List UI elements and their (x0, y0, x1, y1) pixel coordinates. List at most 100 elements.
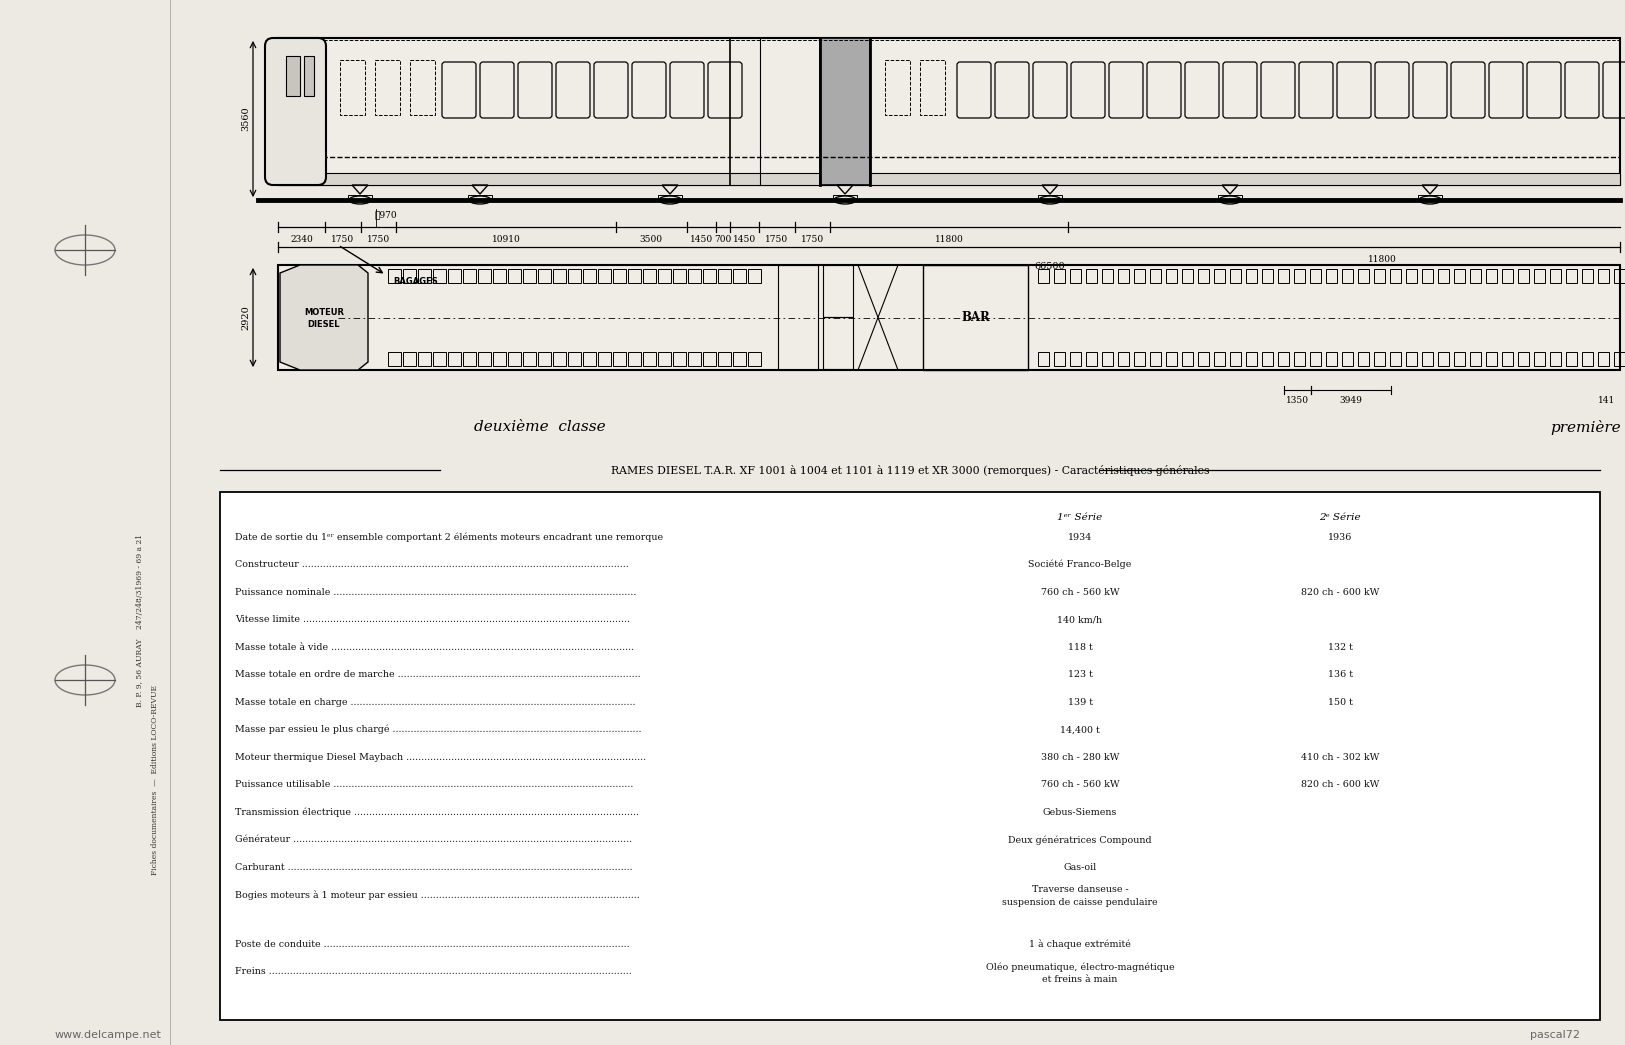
Bar (538, 269, 551, 283)
Bar (1326, 269, 1337, 283)
Text: Transmission électrique ........................................................: Transmission électrique ................… (236, 808, 639, 817)
Text: www.delcampe.net: www.delcampe.net (55, 1030, 162, 1040)
Text: DIESEL: DIESEL (307, 320, 340, 329)
Bar (1502, 269, 1513, 283)
Bar (1502, 352, 1513, 366)
Bar (1358, 352, 1368, 366)
Bar (478, 352, 491, 366)
Bar (509, 269, 522, 283)
Text: 3560: 3560 (240, 107, 250, 132)
Bar (598, 352, 611, 366)
Bar (1214, 269, 1225, 283)
Bar (1134, 352, 1146, 366)
Bar (822, 265, 853, 317)
Bar (1310, 352, 1321, 366)
Text: BAGAGES: BAGAGES (393, 277, 437, 285)
Bar (1181, 269, 1193, 283)
Bar (1389, 269, 1401, 283)
Bar (1246, 352, 1258, 366)
Bar (613, 352, 626, 366)
Bar (304, 56, 314, 96)
FancyBboxPatch shape (265, 38, 327, 185)
Text: Générateur .....................................................................: Générateur .............................… (236, 835, 632, 844)
Bar (704, 269, 717, 283)
Bar (1069, 269, 1081, 283)
Bar (687, 352, 700, 366)
Text: Freins .........................................................................: Freins .................................… (236, 968, 632, 976)
Text: 1750: 1750 (367, 235, 390, 243)
Bar (1518, 352, 1529, 366)
Bar (449, 269, 462, 283)
Text: Gebus-Siemens: Gebus-Siemens (1043, 808, 1118, 817)
Text: Traverse danseuse -: Traverse danseuse - (1032, 885, 1128, 895)
Bar (822, 317, 853, 369)
Bar (704, 352, 717, 366)
Bar (658, 195, 682, 199)
Text: MOTEUR: MOTEUR (304, 308, 344, 317)
Bar (1198, 269, 1209, 283)
Bar (1614, 269, 1625, 283)
Bar (733, 269, 746, 283)
Bar (1471, 269, 1480, 283)
Bar (1150, 352, 1160, 366)
Bar (1406, 269, 1417, 283)
Text: 410 ch - 302 kW: 410 ch - 302 kW (1300, 752, 1380, 762)
Bar (1167, 269, 1176, 283)
Bar (1375, 269, 1384, 283)
Bar (1230, 269, 1242, 283)
Bar (219, 492, 1601, 1020)
Bar (538, 352, 551, 366)
Text: Masse totale en ordre de marche ................................................: Masse totale en ordre de marche ........… (236, 670, 640, 679)
Text: 760 ch - 560 kW: 760 ch - 560 kW (1040, 587, 1120, 597)
Bar (468, 195, 492, 199)
Bar (523, 269, 536, 283)
Bar (583, 269, 596, 283)
Bar (449, 352, 462, 366)
Bar (658, 269, 671, 283)
Text: Fiches documentaires  —  Editions LOCO-REVUE: Fiches documentaires — Editions LOCO-REV… (151, 686, 159, 875)
Text: Constructeur ...................................................................: Constructeur ...........................… (236, 560, 629, 570)
Text: Vitesse limite .................................................................: Vitesse limite .........................… (236, 616, 630, 624)
Bar (552, 352, 565, 366)
Bar (569, 352, 582, 366)
Bar (644, 352, 656, 366)
Text: 1350: 1350 (1285, 396, 1310, 405)
Bar (778, 265, 817, 370)
Bar (463, 352, 476, 366)
Text: Carburant ......................................................................: Carburant ..............................… (236, 863, 632, 872)
Text: 380 ch - 280 kW: 380 ch - 280 kW (1042, 752, 1120, 762)
Text: 139 t: 139 t (1068, 698, 1092, 706)
Text: Masse totale en charge .........................................................: Masse totale en charge .................… (236, 698, 635, 706)
Bar (1118, 352, 1129, 366)
Bar (1038, 269, 1050, 283)
Text: 11800: 11800 (934, 235, 964, 243)
Text: Société Franco-Belge: Société Franco-Belge (1029, 560, 1131, 570)
Text: B. P. 9, 56 AURAY    247/248/31969 - 69 a 21: B. P. 9, 56 AURAY 247/248/31969 - 69 a 2… (136, 533, 145, 706)
Polygon shape (280, 265, 367, 370)
Text: 123 t: 123 t (1068, 670, 1092, 679)
Bar (1326, 352, 1337, 366)
Bar (463, 269, 476, 283)
Bar (1566, 352, 1576, 366)
Bar (403, 269, 416, 283)
Bar (733, 352, 746, 366)
Text: Oléo pneumatique, électro-magnétique: Oléo pneumatique, électro-magnétique (986, 962, 1175, 972)
Bar (432, 269, 445, 283)
Text: 140 km/h: 140 km/h (1058, 616, 1102, 624)
Bar (492, 352, 505, 366)
Bar (410, 60, 436, 115)
Bar (1438, 352, 1450, 366)
Text: Masse par essieu le plus chargé ................................................: Masse par essieu le plus chargé ........… (236, 725, 642, 735)
Bar (583, 352, 596, 366)
Bar (1534, 269, 1545, 283)
Bar (278, 38, 1620, 185)
Bar (644, 269, 656, 283)
Bar (1086, 269, 1097, 283)
Bar (834, 195, 856, 199)
Text: suspension de caisse pendulaire: suspension de caisse pendulaire (1003, 899, 1157, 907)
Bar (432, 352, 445, 366)
Bar (418, 352, 431, 366)
Bar (388, 269, 401, 283)
Bar (1550, 352, 1562, 366)
Text: Poste de conduite ..............................................................: Poste de conduite ......................… (236, 939, 629, 949)
